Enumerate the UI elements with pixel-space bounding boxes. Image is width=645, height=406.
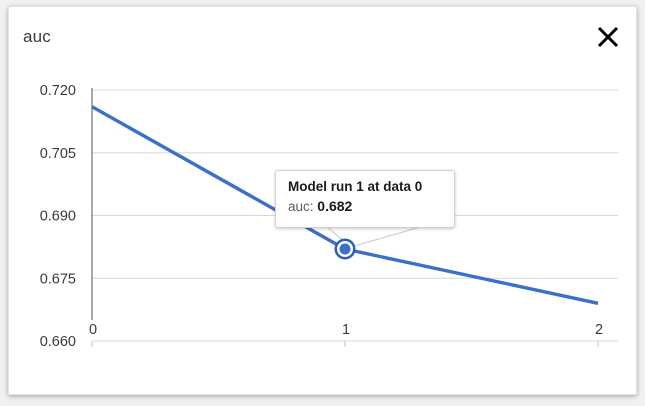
page-title: auc <box>23 27 52 46</box>
tooltip-metric-row: auc: 0.682 <box>288 197 454 216</box>
tooltip-metric-value: 0.682 <box>317 198 353 214</box>
close-button[interactable] <box>592 21 624 53</box>
close-icon <box>596 25 620 49</box>
tooltip-title: Model run 1 at data 0 <box>288 179 423 194</box>
tooltip-metric-label: auc: <box>288 199 314 214</box>
chart-tooltip: Model run 1 at data 0 auc: 0.682 <box>275 170 455 228</box>
